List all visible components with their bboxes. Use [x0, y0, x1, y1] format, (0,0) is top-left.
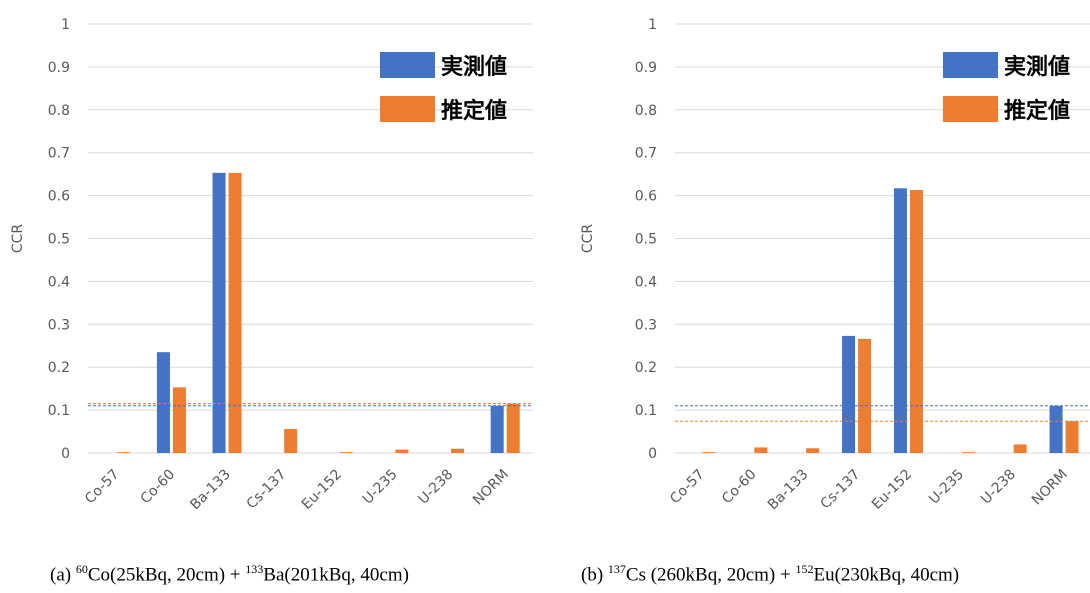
y-tick-label: 0 — [61, 446, 70, 462]
legend-label: 推定値 — [1004, 98, 1070, 124]
caption-b: (b) 137Cs (260kBq, 20cm) + 152Eu(230kBq,… — [581, 562, 959, 586]
bar — [117, 452, 131, 453]
y-tick-label: 0.8 — [635, 103, 657, 119]
bar — [228, 172, 242, 453]
y-tick-label: 0.3 — [635, 317, 657, 333]
x-tick-label: Ba-133 — [187, 467, 234, 514]
y-tick-label: 0.9 — [48, 60, 70, 76]
caption-b-mid1: Cs (260kBq, 20cm) + — [625, 564, 796, 586]
caption-a-sup2: 133 — [245, 562, 264, 576]
legend-label: 実測値 — [1004, 54, 1070, 80]
x-tick-label: Co-57 — [667, 467, 708, 508]
bar — [490, 405, 504, 453]
caption-a-mid1: Co(25kBq, 20cm) + — [87, 564, 246, 586]
y-tick-label: 0.4 — [635, 274, 657, 290]
caption-a-sup1: 60 — [75, 562, 88, 576]
x-tick-label: Co-60 — [138, 467, 179, 508]
y-tick-label: 0 — [648, 446, 657, 462]
x-tick-label: Ba-133 — [765, 467, 812, 514]
bar — [1013, 444, 1027, 453]
x-tick-label: NORM — [470, 467, 512, 509]
caption-a-prefix: (a) — [50, 564, 76, 586]
bar — [284, 428, 298, 453]
bar — [842, 335, 856, 453]
legend-label: 推定値 — [441, 98, 507, 124]
x-tick-label: U-235 — [360, 467, 401, 508]
bar — [961, 452, 975, 453]
bar — [339, 452, 353, 453]
chart-a-svg: 0 0.1 0.2 0.3 0.4 0.5 0.6 0.7 0.8 0.9 1 CCR Co-57 Co-… — [10, 17, 533, 514]
x-tick-label: Co-60 — [719, 467, 760, 508]
bar — [212, 172, 226, 453]
bar — [451, 448, 465, 453]
caption-a-mid2: Ba(201kBq, 40cm) — [263, 564, 409, 586]
legend-swatch — [943, 52, 998, 78]
x-tick-label: Eu-152 — [299, 467, 345, 513]
bar — [893, 188, 907, 453]
y-tick-label: 0.2 — [635, 360, 657, 376]
y-tick-label: 0.1 — [48, 403, 70, 419]
bar — [156, 352, 170, 453]
caption-b-mid2: Eu(230kBq, 40cm) — [813, 564, 960, 586]
caption-b-prefix: (b) — [581, 564, 608, 586]
caption-b-sup2: 152 — [795, 562, 814, 576]
y-tick-label: 0.9 — [635, 60, 657, 76]
x-tick-label: NORM — [1029, 467, 1071, 509]
x-tick-label: Cs-137 — [818, 467, 864, 513]
y-tick-label: 0.1 — [635, 403, 657, 419]
chart-b: 0 0.1 0.2 0.3 0.4 0.5 0.6 0.7 0.8 0.9 1 CCR Co-57 Co-… — [545, 0, 1090, 560]
bar — [806, 448, 820, 453]
x-tick-label: U-235 — [926, 467, 967, 508]
bar — [1049, 405, 1063, 453]
bar — [1065, 421, 1079, 453]
x-tick-label: Co-57 — [82, 467, 123, 508]
chart-b-svg: 0 0.1 0.2 0.3 0.4 0.5 0.6 0.7 0.8 0.9 1 CCR Co-57 Co-… — [580, 17, 1090, 514]
x-tick-label: Cs-137 — [244, 467, 290, 513]
y-tick-label: 0.7 — [48, 146, 70, 162]
y-tick-label: 1 — [61, 17, 70, 33]
y-tick-label: 0.5 — [48, 232, 70, 248]
x-tick-label: U-238 — [978, 467, 1019, 508]
bar — [909, 190, 923, 453]
bar — [506, 403, 520, 453]
y-axis-label: CCR — [10, 224, 26, 254]
y-tick-label: 0.8 — [48, 103, 70, 119]
caption-b-sup1: 137 — [607, 562, 626, 576]
legend-swatch — [380, 52, 435, 78]
chart-a: 0 0.1 0.2 0.3 0.4 0.5 0.6 0.7 0.8 0.9 1 CCR Co-57 Co-… — [0, 0, 545, 560]
y-tick-label: 0.4 — [48, 274, 70, 290]
x-tick-label: U-238 — [415, 467, 456, 508]
legend-swatch — [380, 96, 435, 122]
bar — [702, 452, 716, 453]
caption-a: (a) 60Co(25kBq, 20cm) + 133Ba(201kBq, 40… — [50, 562, 409, 586]
y-tick-label: 0.3 — [48, 317, 70, 333]
bar — [172, 387, 186, 453]
y-tick-label: 0.6 — [635, 189, 657, 205]
y-axis-label: CCR — [580, 224, 596, 254]
bar — [858, 338, 872, 453]
legend-label: 実測値 — [441, 54, 507, 80]
y-tick-label: 0.6 — [48, 189, 70, 205]
bar — [395, 449, 409, 453]
x-tick-label: Eu-152 — [869, 467, 915, 513]
y-tick-label: 0.2 — [48, 360, 70, 376]
legend-swatch — [943, 96, 998, 122]
y-tick-label: 0.7 — [635, 146, 657, 162]
y-tick-label: 0.5 — [635, 232, 657, 248]
bar — [754, 447, 768, 453]
y-tick-label: 1 — [648, 17, 657, 33]
